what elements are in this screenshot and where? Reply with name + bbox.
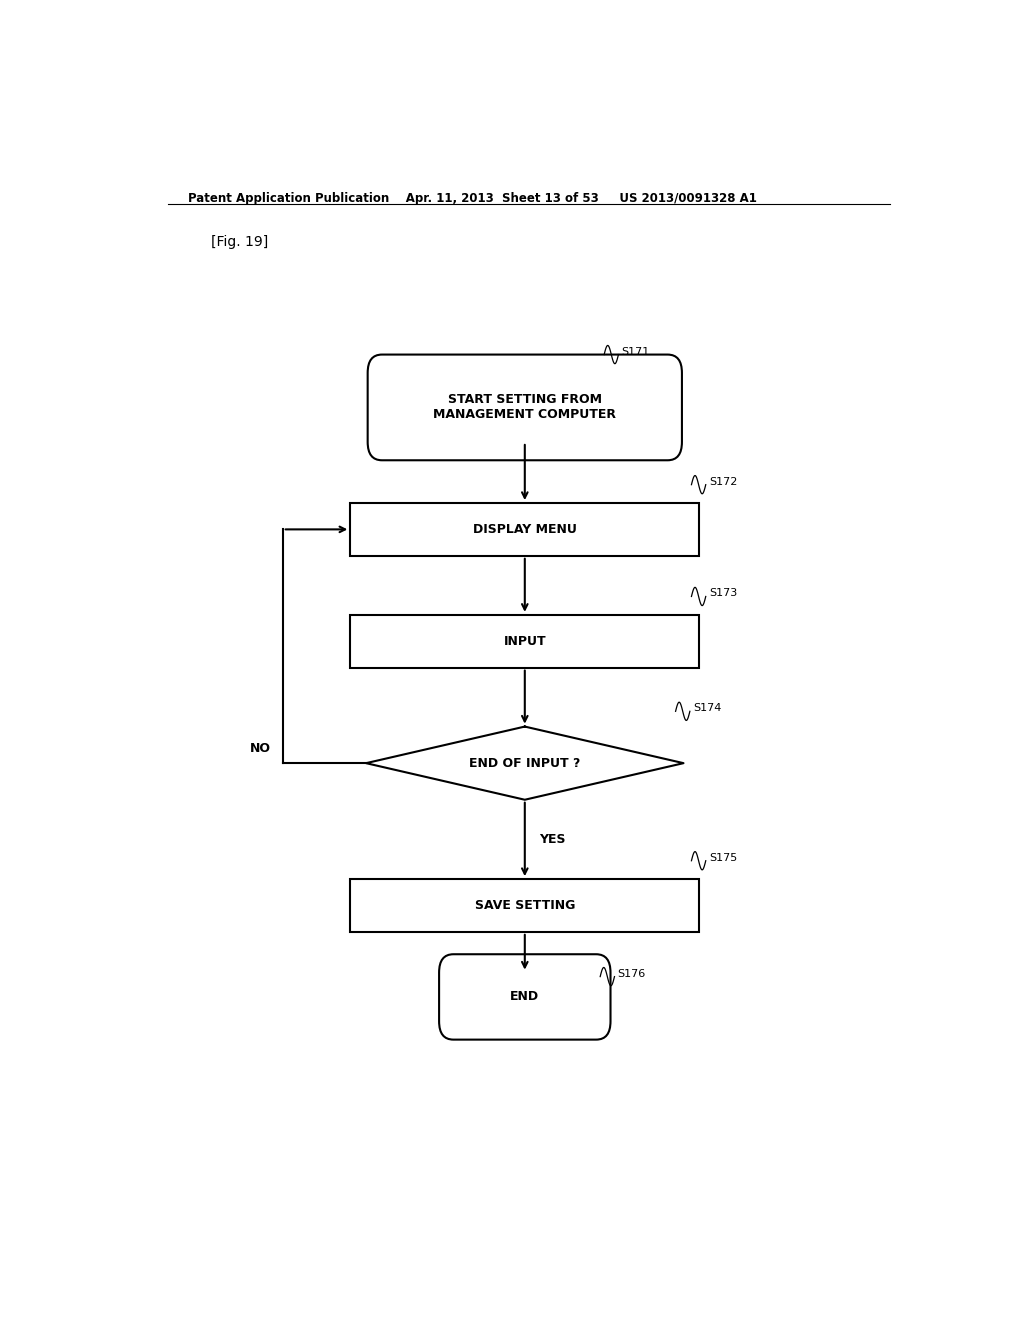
Bar	[350, 503, 699, 556]
Text: END: END	[510, 990, 540, 1003]
FancyBboxPatch shape	[368, 355, 682, 461]
Text: S174: S174	[693, 704, 722, 713]
Polygon shape	[367, 726, 684, 800]
Text: INPUT: INPUT	[504, 635, 546, 648]
Text: START SETTING FROM
MANAGEMENT COMPUTER: START SETTING FROM MANAGEMENT COMPUTER	[433, 393, 616, 421]
Text: S172: S172	[709, 477, 737, 487]
Text: S173: S173	[709, 589, 737, 598]
Text: Patent Application Publication    Apr. 11, 2013  Sheet 13 of 53     US 2013/0091: Patent Application Publication Apr. 11, …	[187, 191, 757, 205]
Text: S175: S175	[709, 853, 737, 863]
Bar	[350, 879, 699, 932]
Text: S171: S171	[622, 347, 650, 356]
Text: [Fig. 19]: [Fig. 19]	[211, 235, 268, 248]
Text: NO: NO	[250, 742, 270, 755]
Text: END OF INPUT ?: END OF INPUT ?	[469, 756, 581, 770]
Text: YES: YES	[539, 833, 565, 846]
FancyBboxPatch shape	[439, 954, 610, 1040]
Bar	[350, 615, 699, 668]
Text: S176: S176	[617, 969, 646, 978]
Text: DISPLAY MENU: DISPLAY MENU	[473, 523, 577, 536]
Text: SAVE SETTING: SAVE SETTING	[474, 899, 575, 912]
